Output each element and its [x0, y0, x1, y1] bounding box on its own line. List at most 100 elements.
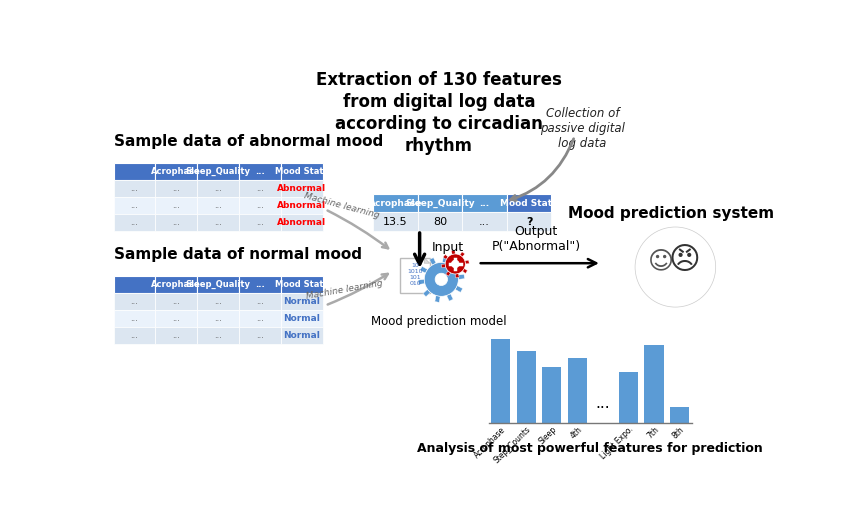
FancyBboxPatch shape [418, 194, 462, 213]
FancyBboxPatch shape [156, 310, 197, 327]
Text: ...: ... [255, 167, 265, 176]
Text: ...: ... [173, 184, 180, 193]
Text: Acrophase: Acrophase [151, 167, 201, 176]
Text: ...: ... [256, 218, 264, 227]
Polygon shape [463, 268, 468, 274]
Text: Sleep_Quality: Sleep_Quality [185, 167, 250, 176]
FancyBboxPatch shape [156, 327, 197, 344]
Text: ...: ... [173, 314, 180, 323]
Text: ...: ... [130, 218, 139, 227]
FancyBboxPatch shape [156, 214, 197, 231]
FancyBboxPatch shape [156, 163, 197, 180]
Text: 1010: 1010 [407, 269, 423, 274]
FancyBboxPatch shape [491, 340, 510, 423]
FancyBboxPatch shape [507, 213, 552, 231]
FancyBboxPatch shape [542, 367, 562, 423]
Text: ...: ... [255, 280, 265, 289]
Text: Abnormal: Abnormal [277, 218, 327, 227]
Text: Normal: Normal [283, 297, 321, 306]
FancyBboxPatch shape [239, 163, 281, 180]
Circle shape [425, 262, 459, 296]
Text: ...: ... [214, 297, 222, 306]
Text: 010: 010 [409, 281, 420, 287]
FancyBboxPatch shape [113, 327, 156, 344]
Text: Acrophase: Acrophase [151, 280, 201, 289]
Circle shape [445, 254, 465, 274]
Text: 7th: 7th [645, 425, 661, 440]
Text: ...: ... [256, 331, 264, 340]
Text: ...: ... [130, 331, 139, 340]
Text: ...: ... [130, 184, 139, 193]
FancyBboxPatch shape [197, 180, 239, 197]
Polygon shape [420, 266, 427, 273]
FancyBboxPatch shape [281, 180, 323, 197]
FancyBboxPatch shape [156, 276, 197, 293]
FancyBboxPatch shape [156, 180, 197, 197]
FancyBboxPatch shape [281, 163, 323, 180]
FancyBboxPatch shape [113, 310, 156, 327]
Polygon shape [447, 293, 453, 301]
FancyBboxPatch shape [281, 327, 323, 344]
Text: 13.5: 13.5 [383, 217, 408, 227]
FancyBboxPatch shape [517, 351, 536, 423]
Text: Sleep: Sleep [537, 425, 558, 446]
FancyBboxPatch shape [618, 372, 638, 423]
Text: ...: ... [256, 297, 264, 306]
Polygon shape [442, 264, 446, 268]
Text: Input: Input [431, 242, 464, 254]
Text: Collection of
passive digital
log data: Collection of passive digital log data [540, 107, 625, 150]
Text: ...: ... [480, 198, 490, 208]
Text: Analysis of most powerful features for prediction: Analysis of most powerful features for p… [417, 442, 763, 455]
Text: ...: ... [256, 184, 264, 193]
Text: Sleep_Quality: Sleep_Quality [185, 280, 250, 289]
FancyBboxPatch shape [239, 327, 281, 344]
FancyBboxPatch shape [197, 327, 239, 344]
FancyBboxPatch shape [113, 293, 156, 310]
FancyBboxPatch shape [568, 358, 587, 423]
Polygon shape [442, 256, 448, 263]
Text: 10: 10 [411, 263, 419, 268]
Text: Light Expo.: Light Expo. [598, 425, 634, 461]
Text: ...: ... [173, 218, 180, 227]
Text: Extraction of 130 features
from digital log data
according to circadian
rhythm: Extraction of 130 features from digital … [316, 71, 562, 155]
FancyBboxPatch shape [239, 214, 281, 231]
Polygon shape [452, 250, 455, 255]
FancyBboxPatch shape [281, 310, 323, 327]
Polygon shape [435, 296, 440, 302]
Text: 8th: 8th [671, 425, 686, 440]
Text: Sample data of normal mood: Sample data of normal mood [113, 247, 361, 262]
Polygon shape [458, 274, 464, 279]
Text: Abnormal: Abnormal [277, 184, 327, 193]
Text: ...: ... [256, 201, 264, 210]
FancyBboxPatch shape [281, 293, 323, 310]
Text: ...: ... [130, 314, 139, 323]
Text: Normal: Normal [283, 331, 321, 340]
FancyBboxPatch shape [281, 197, 323, 214]
Text: Sleep_Quality: Sleep_Quality [405, 198, 475, 208]
Text: ☺: ☺ [648, 249, 674, 273]
Text: Machine learning: Machine learning [305, 279, 383, 301]
FancyBboxPatch shape [373, 194, 418, 213]
FancyBboxPatch shape [462, 194, 507, 213]
Polygon shape [464, 260, 470, 264]
Text: Mood State: Mood State [275, 167, 329, 176]
Circle shape [435, 273, 448, 286]
FancyBboxPatch shape [645, 345, 664, 423]
Text: Sample data of abnormal mood: Sample data of abnormal mood [113, 134, 382, 149]
Polygon shape [418, 279, 425, 285]
Polygon shape [460, 252, 464, 257]
Text: Mood State: Mood State [500, 198, 558, 208]
Text: Step_Counts: Step_Counts [492, 425, 532, 465]
Text: ...: ... [214, 331, 222, 340]
Circle shape [635, 227, 716, 307]
FancyBboxPatch shape [113, 163, 156, 180]
Text: ...: ... [214, 314, 222, 323]
Polygon shape [446, 271, 451, 276]
FancyBboxPatch shape [281, 214, 323, 231]
Polygon shape [455, 274, 459, 278]
Polygon shape [425, 258, 430, 263]
FancyBboxPatch shape [239, 180, 281, 197]
FancyBboxPatch shape [462, 213, 507, 231]
FancyBboxPatch shape [281, 276, 323, 293]
Text: Abnormal: Abnormal [277, 201, 327, 210]
